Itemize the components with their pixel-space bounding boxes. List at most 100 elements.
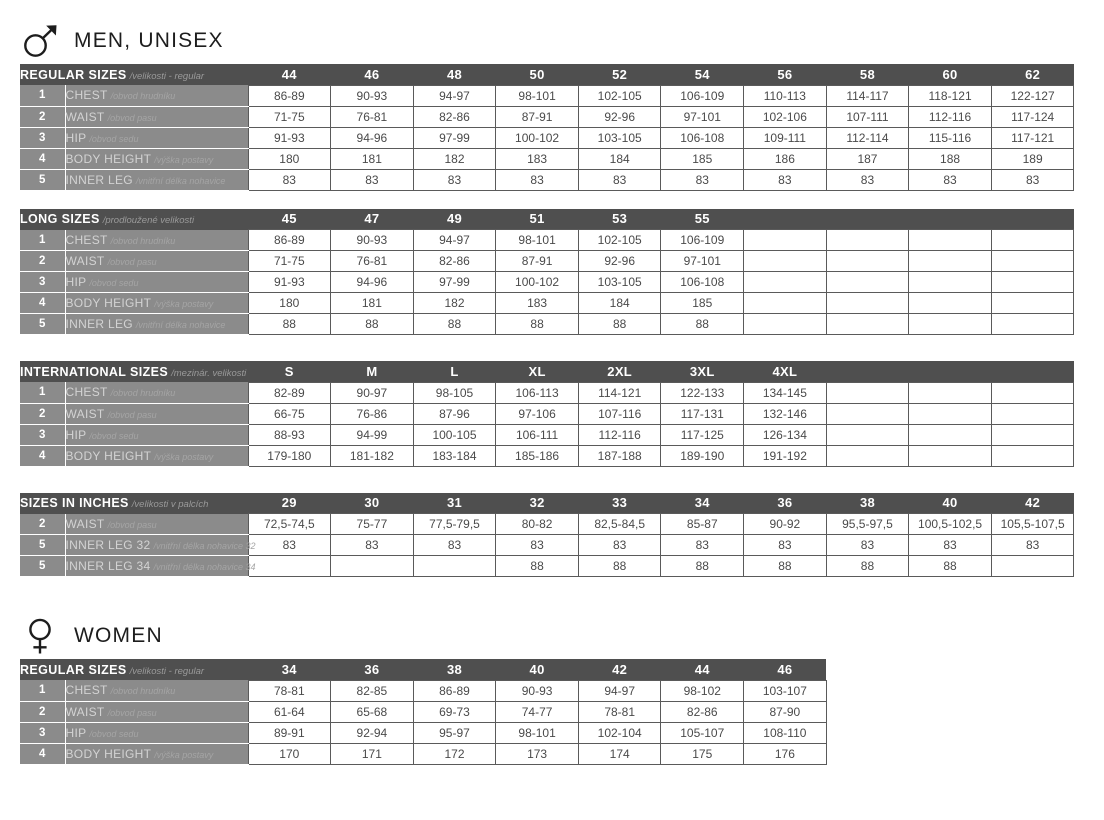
section-title: MEN, UNISEX [74, 29, 224, 52]
measurement-cell: 76-81 [330, 250, 414, 272]
table-title: REGULAR SIZES [20, 67, 127, 82]
table-title-cz: /velikosti - regular [129, 665, 205, 677]
measurement-cell: 74-77 [495, 701, 579, 723]
measurement-cell: 106-113 [495, 381, 579, 404]
measurement-cell: 103-105 [577, 127, 662, 149]
measurement-cell: 72,5-74,5 [247, 513, 332, 535]
measurement-cell: 102-105 [577, 229, 662, 251]
row-label: INNER LEG/vnitřní délka nohavice [65, 313, 248, 335]
measurement-cell: 92-96 [577, 106, 662, 128]
measurement-cell [908, 313, 992, 335]
row-number: 3 [20, 722, 66, 744]
measurement-cell: 117-121 [990, 127, 1075, 149]
measurement-cell: 83 [412, 534, 497, 556]
measurement-cell: 82,5-84,5 [577, 513, 662, 535]
row-label-text: WAIST [65, 406, 105, 421]
measurement-cell: 118-121 [908, 84, 992, 107]
measurement-cell: 97-106 [495, 403, 579, 425]
row-number: 1 [20, 229, 66, 251]
row-label-cz: /výška postavy [154, 451, 214, 462]
measurement-cell: 186 [743, 148, 827, 170]
measurement-cell: 94-97 [577, 679, 662, 702]
row-number: 2 [20, 250, 66, 272]
size-header-XL: XL [495, 361, 579, 382]
table-row: 3 HIP/obvod sedu 88-93 94-99 100-105 106-111 1… [20, 424, 1075, 446]
measurement-cell: 94-97 [412, 84, 497, 107]
measurement-cell [990, 555, 1075, 577]
measurement-cell: 90-93 [330, 84, 414, 107]
table-row: 1 CHEST/obvod hrudníku 86-89 90-93 94-97 98-1… [20, 84, 1075, 107]
measurement-cell: 83 [577, 169, 662, 191]
measurement-cell: 83 [330, 534, 414, 556]
row-label-text: CHEST [65, 683, 108, 698]
measurement-cell: 87-90 [743, 701, 827, 723]
size-header-53: 53 [578, 208, 661, 230]
table-header-row: SIZES IN INCHES/velikosti v palcích 29 30 3… [20, 492, 1074, 514]
measurement-cell: 97-99 [412, 127, 497, 149]
table-row: 4 BODY HEIGHT/výška postavy 170 171 172 173 17… [20, 743, 827, 765]
row-label-text: HIP [65, 130, 87, 145]
table-row: 5 INNER LEG 34/vnitřní délka nohavice 34 8… [20, 555, 1075, 577]
measurement-cell: 103-107 [743, 679, 827, 702]
measurement-cell: 90-92 [743, 513, 827, 535]
section-heading-men: MEN, UNISEX [20, 18, 1104, 64]
measurement-cell: 181 [330, 148, 414, 170]
table-title-cz: /velikosti v palcích [131, 499, 209, 510]
measurement-cell: 83 [495, 534, 579, 556]
table-title-cz: /prodloužené velikosti [102, 215, 195, 226]
size-header-56: 56 [743, 64, 827, 85]
measurement-cell [825, 292, 910, 314]
measurement-cell: 94-96 [330, 127, 414, 149]
table-header-row: REGULAR SIZES/velikosti - regular 34 36 38 4… [20, 659, 827, 680]
measurement-cell: 90-93 [495, 679, 579, 702]
measurement-cell [990, 271, 1075, 293]
row-label: WAIST/obvod pasu [65, 403, 248, 425]
measurement-cell: 188 [908, 148, 992, 170]
female-gender-icon [29, 618, 51, 654]
row-number: 1 [20, 382, 66, 404]
measurement-cell: 108-110 [743, 722, 827, 744]
row-number: 2 [20, 701, 66, 723]
row-label-text: INNER LEG 34 [65, 559, 151, 573]
row-number: 5 [20, 313, 66, 335]
row-label: HIP/obvod sedu [65, 424, 248, 446]
measurement-cell: 88 [247, 313, 332, 335]
table-title-cell: LONG SIZES/prodloužené velikosti [20, 208, 248, 230]
row-label-cz: /výška postavy [154, 154, 214, 165]
measurement-cell: 117-124 [990, 106, 1075, 128]
measurement-cell: 87-91 [495, 106, 579, 128]
row-label: CHEST/obvod hrudníku [65, 382, 248, 404]
measurement-cell: 87-91 [495, 250, 579, 272]
measurement-cell [990, 313, 1075, 335]
table-wrapper-men-long: LONG SIZES/prodloužené velikosti 45 47 49 51… [20, 208, 1104, 335]
row-label-text: WAIST [65, 109, 105, 124]
measurement-cell: 77,5-79,5 [412, 513, 497, 535]
size-table-men-regular: REGULAR SIZES/velikosti - regular 44 46 48 5… [20, 64, 1075, 191]
size-header-60: 60 [908, 64, 992, 85]
section-title: WOMEN [74, 624, 163, 647]
measurement-cell: 95-97 [412, 722, 497, 744]
measurement-cell: 82-85 [330, 679, 414, 702]
measurement-cell: 112-116 [577, 424, 662, 446]
measurement-cell: 132-146 [743, 403, 827, 425]
measurement-cell: 83 [412, 169, 497, 191]
measurement-cell [825, 381, 910, 404]
size-header-45: 45 [248, 208, 331, 230]
row-label-text: WAIST [65, 254, 105, 268]
measurement-cell: 88 [908, 555, 992, 577]
row-label-text: BODY HEIGHT [65, 151, 152, 166]
table-header-row: REGULAR SIZES/velikosti - regular 44 46 48 5… [20, 64, 1074, 85]
row-label: CHEST/obvod hrudníku [65, 85, 248, 107]
measurement-cell: 170 [247, 743, 332, 765]
table-title-cell: INTERNATIONAL SIZES/mezinár. velikosti [20, 361, 248, 382]
measurement-cell: 180 [247, 148, 332, 170]
measurement-cell: 100,5-102,5 [908, 513, 992, 535]
measurement-cell: 98-101 [495, 722, 579, 744]
row-label: HIP/obvod sedu [65, 271, 248, 293]
table-row: 5 INNER LEG/vnitřní délka nohavice 83 83 83 8… [20, 169, 1075, 191]
measurement-cell: 114-117 [825, 84, 910, 107]
size-header-42: 42 [578, 659, 661, 680]
measurement-cell: 134-145 [743, 381, 827, 404]
row-label: WAIST/obvod pasu [65, 106, 248, 128]
row-number: 1 [20, 680, 66, 702]
